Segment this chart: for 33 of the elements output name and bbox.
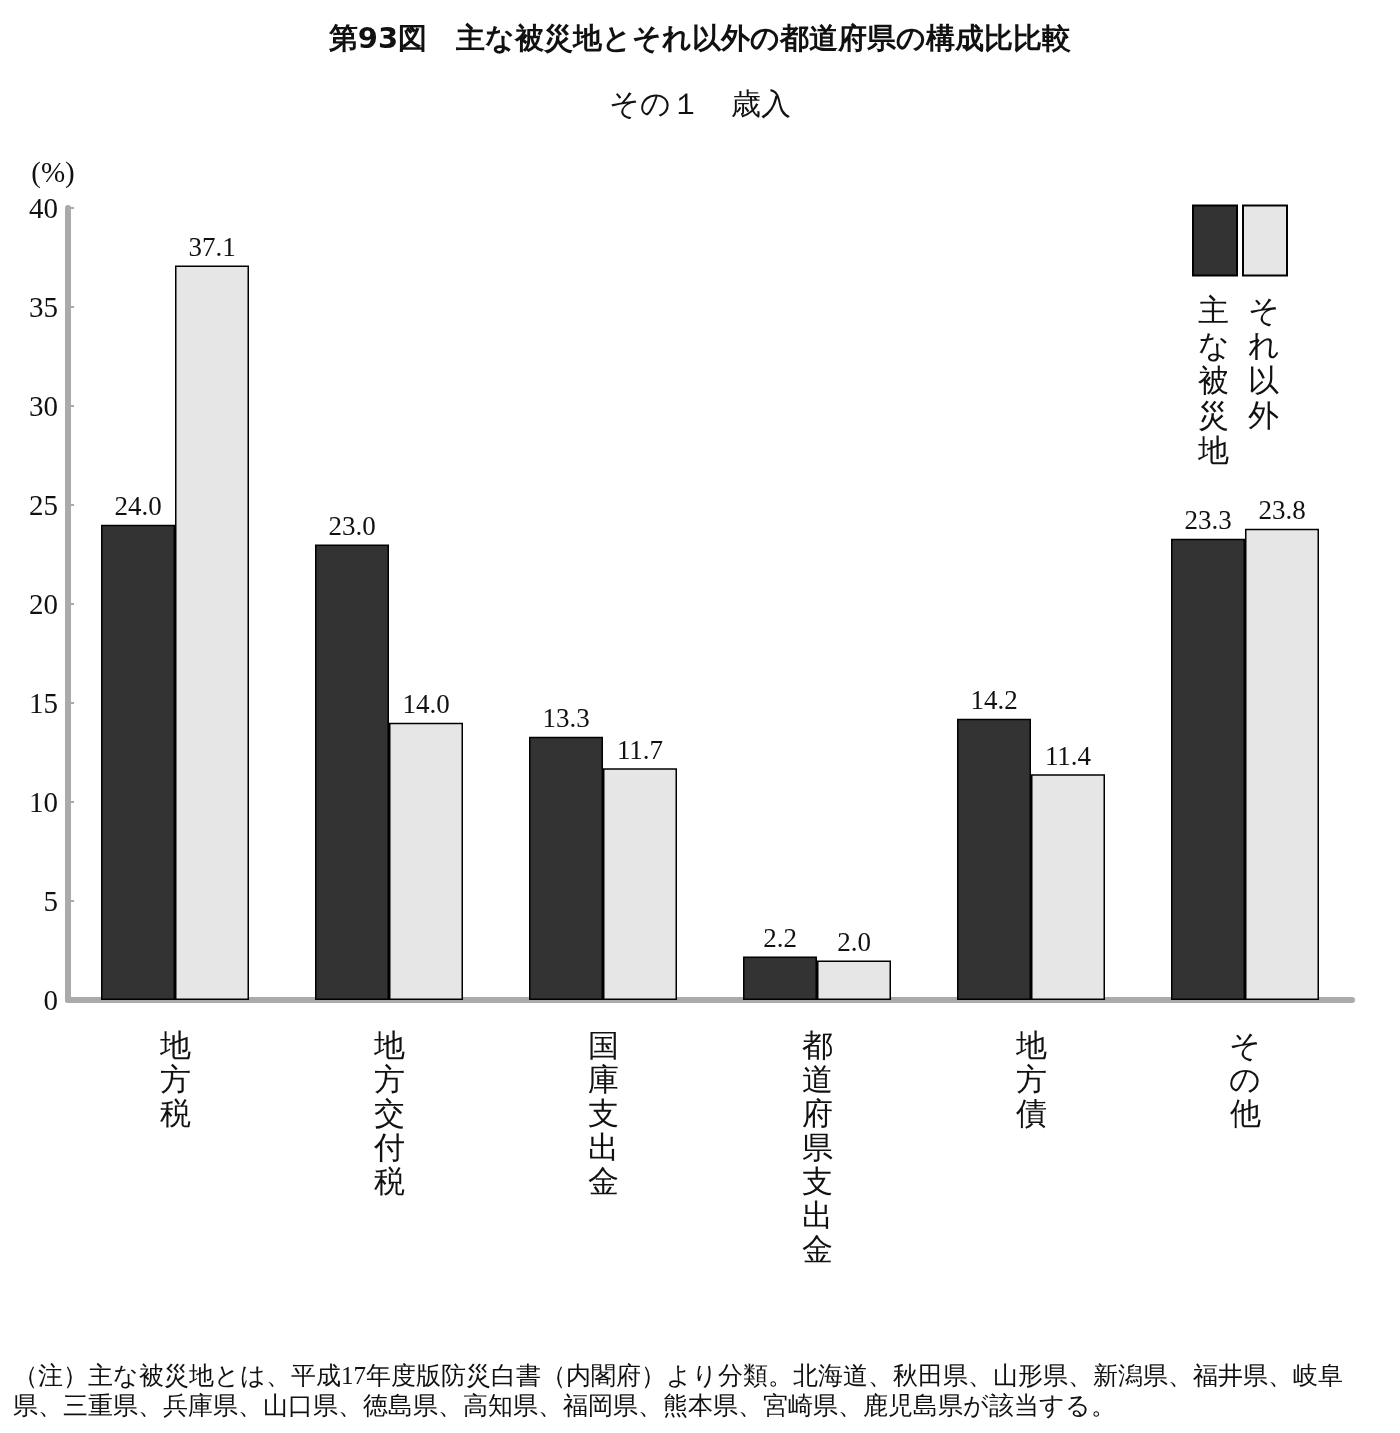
y-tick-label: 25 bbox=[29, 489, 58, 521]
x-tick-label: 地方債 bbox=[1014, 1027, 1047, 1131]
data-label: 2.0 bbox=[837, 926, 871, 957]
y-tick-label: 10 bbox=[29, 786, 58, 818]
x-tick-label: 国庫支出金 bbox=[587, 1027, 619, 1199]
chart-subtitle: その１ 歳入 bbox=[609, 86, 791, 120]
data-label: 23.8 bbox=[1258, 495, 1306, 526]
legend-label: それ以外 bbox=[1248, 293, 1280, 433]
x-tick-label: 地方交付税 bbox=[372, 1027, 405, 1199]
data-label: 13.3 bbox=[542, 703, 590, 734]
data-label: 23.0 bbox=[328, 511, 376, 542]
text: （注）主な被災地とは、平成17年度版防災白書（内閣府）より分類。北海道、秋田県、山形県、新潟県、福井県、岐阜県、三重県、兵庫県、山口県、徳島県、高知県、福岡県、熊本県、宮崎県、鹿児島県が該当する。 bbox=[13, 1361, 1343, 1419]
data-label: 23.3 bbox=[1184, 505, 1232, 536]
chart-title: 第93図 主な被災地とそれ以外の都道府県の構成比比較 bbox=[327, 20, 1072, 55]
data-label: 14.2 bbox=[970, 685, 1018, 716]
y-tick-label: 0 bbox=[43, 984, 58, 1016]
y-tick-label: 30 bbox=[29, 390, 58, 422]
data-label: 11.4 bbox=[1044, 740, 1092, 771]
y-tick-label: 5 bbox=[43, 885, 58, 917]
data-label: 11.7 bbox=[616, 734, 664, 765]
data-label: 14.0 bbox=[402, 689, 450, 720]
data-label: 2.2 bbox=[763, 922, 797, 953]
x-tick-label: 都道府県支出金 bbox=[801, 1027, 833, 1267]
x-tick-label: 地方税 bbox=[158, 1027, 191, 1131]
y-tick-label: 40 bbox=[29, 192, 58, 224]
data-label: 37.1 bbox=[188, 231, 236, 262]
y-tick-label: 15 bbox=[29, 687, 58, 719]
y-axis-title: (%) bbox=[31, 155, 75, 189]
y-tick-label: 35 bbox=[29, 291, 58, 323]
y-tick-label: 20 bbox=[29, 588, 58, 620]
x-tick-label: その他 bbox=[1229, 1027, 1261, 1131]
legend-label: 主な被災地 bbox=[1197, 293, 1230, 468]
data-label: 24.0 bbox=[114, 491, 162, 522]
